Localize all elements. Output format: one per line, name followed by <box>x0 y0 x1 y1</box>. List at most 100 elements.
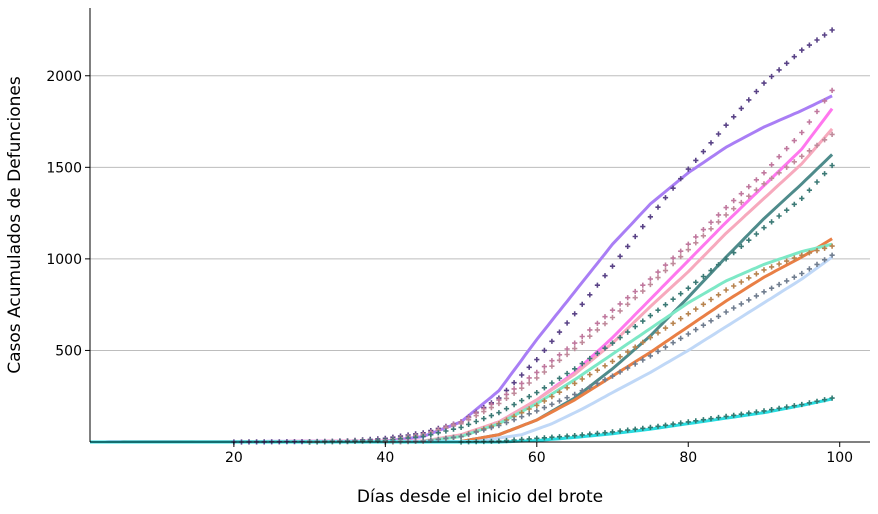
observed-point <box>625 243 631 249</box>
plot-area <box>90 27 835 445</box>
observed-point <box>822 137 828 143</box>
observed-point <box>534 435 540 441</box>
observed-point <box>700 322 706 328</box>
observed-point <box>625 329 631 335</box>
observed-point <box>632 233 638 240</box>
observed-point <box>572 391 578 397</box>
observed-point <box>678 291 684 297</box>
observed-point <box>534 369 540 375</box>
observed-point <box>715 131 722 137</box>
observed-point <box>534 402 540 408</box>
observed-point <box>662 422 669 428</box>
fit-line-series-5 <box>90 242 833 444</box>
observed-point <box>534 357 540 363</box>
observed-point <box>572 433 578 439</box>
observed-point <box>731 250 737 256</box>
observed-point <box>632 295 638 301</box>
observed-point <box>776 281 782 288</box>
observed-point <box>549 394 555 400</box>
observed-point <box>685 247 691 253</box>
observed-point <box>655 204 661 210</box>
observed-point <box>693 327 699 333</box>
observed-point <box>609 263 616 269</box>
observed-point <box>708 140 714 146</box>
observed-point <box>662 195 669 201</box>
observed-point <box>594 430 600 436</box>
observed-point <box>806 400 812 406</box>
observed-point <box>662 262 669 268</box>
observed-point <box>602 363 608 369</box>
observed-point <box>670 296 676 302</box>
observed-point <box>609 358 616 364</box>
observed-point <box>617 354 623 360</box>
observed-point <box>617 428 623 434</box>
observed-point <box>647 281 653 288</box>
observed-point <box>769 285 775 291</box>
observed-point <box>435 430 441 436</box>
observed-point <box>519 436 525 442</box>
observed-point <box>594 320 600 326</box>
observed-point <box>693 306 699 312</box>
observed-point <box>488 438 494 444</box>
observed-point <box>731 198 737 204</box>
observed-point <box>579 361 585 367</box>
observed-point <box>753 88 759 95</box>
observed-point <box>420 433 426 440</box>
observed-point <box>632 361 638 367</box>
observed-point <box>473 413 479 419</box>
observed-point <box>731 305 737 311</box>
observed-point <box>746 237 752 243</box>
observed-series-9 <box>307 87 835 445</box>
observed-point <box>579 339 585 345</box>
observed-point <box>572 366 578 372</box>
observed-point <box>693 240 699 246</box>
gridlines <box>90 75 870 351</box>
observed-point <box>609 373 616 379</box>
observed-point <box>466 431 472 437</box>
observed-point <box>784 146 790 152</box>
observed-point <box>519 380 525 386</box>
observed-point <box>541 364 547 370</box>
observed-point <box>428 432 434 438</box>
observed-point <box>481 409 487 415</box>
observed-point <box>753 293 759 299</box>
fit-line-series-1 <box>90 107 834 444</box>
observed-point <box>625 349 631 355</box>
y-tick-label: 1500 <box>46 160 82 176</box>
observed-point <box>647 353 653 359</box>
observed-point <box>511 402 517 408</box>
observed-point <box>776 154 782 160</box>
observed-point <box>625 427 631 433</box>
observed-point <box>640 339 646 345</box>
observed-point <box>435 436 441 442</box>
observed-point <box>814 179 820 185</box>
observed-point <box>587 372 593 378</box>
observed-point <box>556 434 563 440</box>
observed-point <box>806 148 812 154</box>
observed-point <box>806 187 812 193</box>
observed-point <box>784 207 790 213</box>
observed-point <box>541 369 547 375</box>
observed-point <box>769 73 775 80</box>
observed-series-8 <box>231 27 835 445</box>
observed-point <box>602 430 608 436</box>
observed-point <box>541 347 547 353</box>
observed-point <box>579 432 585 438</box>
observed-point <box>829 252 835 258</box>
observed-point <box>806 266 812 272</box>
observed-point <box>352 438 358 444</box>
x-ticks: 20 40 60 80 100 <box>225 442 853 466</box>
observed-point <box>594 282 600 288</box>
observed-point <box>526 406 532 412</box>
x-tick-label: 100 <box>826 450 853 466</box>
x-axis-title: Días desde el inicio del brote <box>357 487 603 507</box>
observed-point <box>761 408 767 414</box>
observed-point <box>708 416 714 422</box>
observed-point <box>814 108 820 115</box>
observed-point <box>723 413 729 419</box>
observed-point <box>458 424 464 430</box>
observed-point <box>594 327 600 333</box>
observed-point <box>829 243 835 249</box>
observed-point <box>632 344 638 350</box>
